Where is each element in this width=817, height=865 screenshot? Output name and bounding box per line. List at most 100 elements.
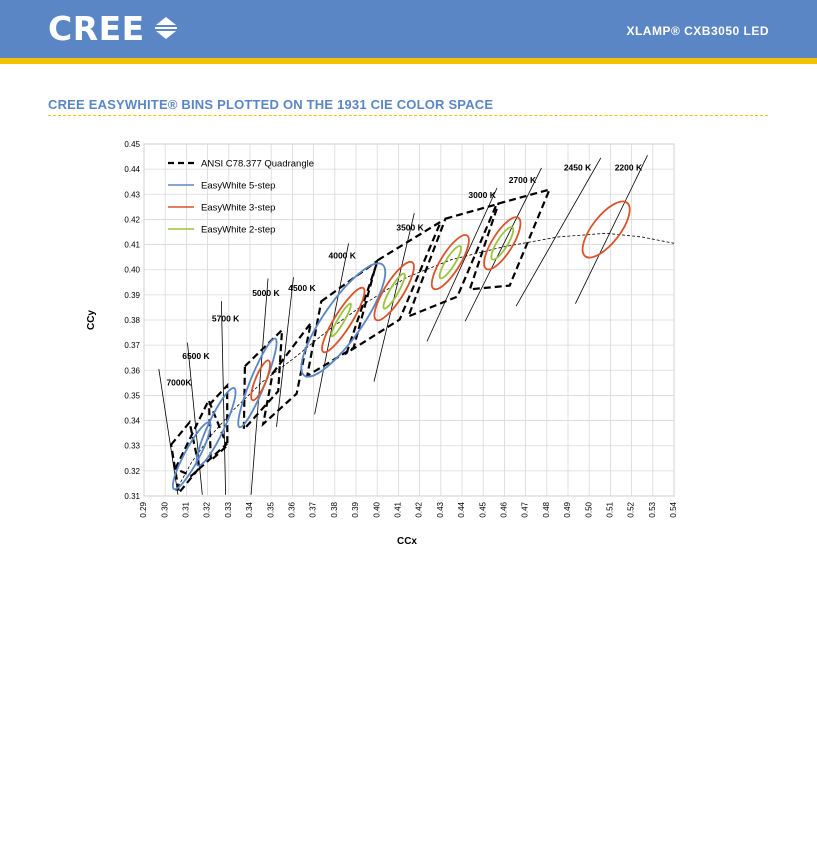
easywhite-3step-ellipse xyxy=(321,286,366,354)
y-tick-label: 0.31 xyxy=(124,492,140,501)
y-tick-label: 0.45 xyxy=(124,140,140,149)
x-tick-label: 0.49 xyxy=(563,501,572,517)
easywhite-5step-ellipse xyxy=(195,387,237,467)
x-tick-label: 0.35 xyxy=(266,501,275,517)
y-tick-label: 0.34 xyxy=(124,417,140,426)
y-tick-label: 0.33 xyxy=(124,442,140,451)
x-tick-label: 0.32 xyxy=(203,501,212,517)
x-tick-label: 0.33 xyxy=(224,501,233,517)
easywhite-3step-ellipse xyxy=(250,359,271,402)
x-tick-label: 0.50 xyxy=(584,501,593,517)
ansi-quadrangle xyxy=(406,202,499,319)
y-axis-ticks: 0.31 0.32 0.33 0.34 0.35 0.36 0.37 0.38 0.39 0.40… xyxy=(124,140,140,501)
cct-label: 3000 K xyxy=(468,190,496,200)
x-tick-label: 0.38 xyxy=(330,501,339,517)
x-tick-label: 0.52 xyxy=(627,501,636,517)
legend-label: EasyWhite 5-step xyxy=(201,181,275,192)
cree-arrows-icon xyxy=(154,17,177,39)
section-title: CREE EASYWHITE® BINS PLOTTED ON THE 1931… xyxy=(48,97,494,112)
y-tick-label: 0.36 xyxy=(124,366,140,375)
x-tick-label: 0.37 xyxy=(309,501,318,517)
y-tick-label: 0.35 xyxy=(124,391,140,400)
x-tick-label: 0.39 xyxy=(351,501,360,517)
x-tick-label: 0.47 xyxy=(521,501,530,517)
ansi-quadrangle xyxy=(344,218,444,356)
x-tick-label: 0.53 xyxy=(648,501,657,517)
easywhite-2step-ellipse xyxy=(330,302,352,338)
cct-labels: 7000K 6500 K 5700 K 5000 K 4500 K 4000 K 3500 … xyxy=(166,162,643,387)
isotherm-line xyxy=(276,277,294,427)
section-divider xyxy=(48,115,768,116)
x-tick-label: 0.29 xyxy=(139,501,148,517)
ansi-quadrangle xyxy=(207,382,229,463)
easywhite-2step-ellipse xyxy=(490,226,515,261)
page-header: CREE XLAMP® CXB3050 LED xyxy=(0,0,817,58)
y-tick-label: 0.44 xyxy=(124,165,140,174)
cct-label: 2450 K xyxy=(564,162,592,172)
y-tick-label: 0.40 xyxy=(124,266,140,275)
y-tick-label: 0.37 xyxy=(124,341,140,350)
y-axis-label: CCy xyxy=(86,310,97,330)
cct-label: 2200 K xyxy=(615,162,643,172)
x-tick-label: 0.45 xyxy=(478,501,487,517)
cct-label: 5700 K xyxy=(212,313,240,323)
x-tick-label: 0.54 xyxy=(669,501,678,517)
cct-lines xyxy=(158,155,648,495)
isotherm-line xyxy=(250,278,269,495)
isotherm-line xyxy=(464,167,542,322)
ansi-quadrangle xyxy=(173,397,228,478)
isotherm-line xyxy=(314,243,349,415)
chart-grid xyxy=(143,143,675,497)
cct-label: 3500 K xyxy=(396,223,424,233)
logo-text: CREE xyxy=(48,8,145,48)
easywhite-5step-ellipses xyxy=(171,262,387,491)
x-axis-ticks: 0.29 0.30 0.31 0.32 0.33 0.34 0.35 0.36 0.37 0.38… xyxy=(139,501,678,517)
x-tick-label: 0.41 xyxy=(394,501,403,517)
y-tick-label: 0.38 xyxy=(124,316,140,325)
product-title: XLAMP® CXB3050 LED xyxy=(626,24,769,38)
header-accent-stripe xyxy=(0,58,817,64)
easywhite-3step-ellipse xyxy=(430,234,470,291)
easywhite-2step-ellipses xyxy=(330,226,515,338)
cct-label: 5000 K xyxy=(252,288,280,298)
x-tick-label: 0.51 xyxy=(606,501,615,517)
cree-logo: CREE xyxy=(48,6,179,50)
x-tick-label: 0.31 xyxy=(182,501,191,517)
cct-label: 4000 K xyxy=(329,250,357,260)
isotherm-line xyxy=(426,187,498,342)
legend-label: EasyWhite 2-step xyxy=(201,225,275,236)
isotherm-line xyxy=(575,155,648,304)
x-tick-label: 0.44 xyxy=(457,501,466,517)
easywhite-2step-ellipse xyxy=(382,272,406,310)
x-tick-label: 0.42 xyxy=(415,501,424,517)
cie-chart: 0.29 0.30 0.31 0.32 0.33 0.34 0.35 0.36 0.37 0.38… xyxy=(86,140,678,547)
ansi-quadrangle xyxy=(261,322,312,428)
x-tick-label: 0.48 xyxy=(542,501,551,517)
x-tick-label: 0.46 xyxy=(500,501,509,517)
x-tick-label: 0.30 xyxy=(160,501,169,517)
cct-label: 4500 K xyxy=(288,283,316,293)
cct-label: 7000K xyxy=(166,377,192,387)
easywhite-3step-ellipse xyxy=(373,260,415,322)
easywhite-3step-ellipse xyxy=(483,216,522,271)
y-tick-label: 0.32 xyxy=(124,467,140,476)
cct-label: 6500 K xyxy=(182,351,210,361)
legend-label: ANSI C78.377 Quadrangle xyxy=(201,159,314,170)
ansi-quadrangle xyxy=(169,419,201,496)
easywhite-2step-ellipse xyxy=(438,245,462,280)
y-tick-label: 0.42 xyxy=(124,215,140,224)
easywhite-5step-ellipse xyxy=(300,262,387,378)
x-tick-label: 0.43 xyxy=(436,501,445,517)
cct-label: 2700 K xyxy=(509,175,537,185)
chart-legend: ANSI C78.377 Quadrangle EasyWhite 5-step E… xyxy=(168,159,314,236)
easywhite-3step-ellipses xyxy=(250,200,631,402)
y-tick-label: 0.43 xyxy=(124,190,140,199)
y-tick-label: 0.39 xyxy=(124,291,140,300)
x-tick-label: 0.34 xyxy=(245,501,254,517)
x-axis-label: CCx xyxy=(397,536,417,547)
x-tick-label: 0.40 xyxy=(372,501,381,517)
x-tick-label: 0.36 xyxy=(288,501,297,517)
easywhite-3step-ellipse xyxy=(581,200,631,259)
isotherm-line xyxy=(515,157,602,307)
y-tick-label: 0.41 xyxy=(124,241,140,250)
